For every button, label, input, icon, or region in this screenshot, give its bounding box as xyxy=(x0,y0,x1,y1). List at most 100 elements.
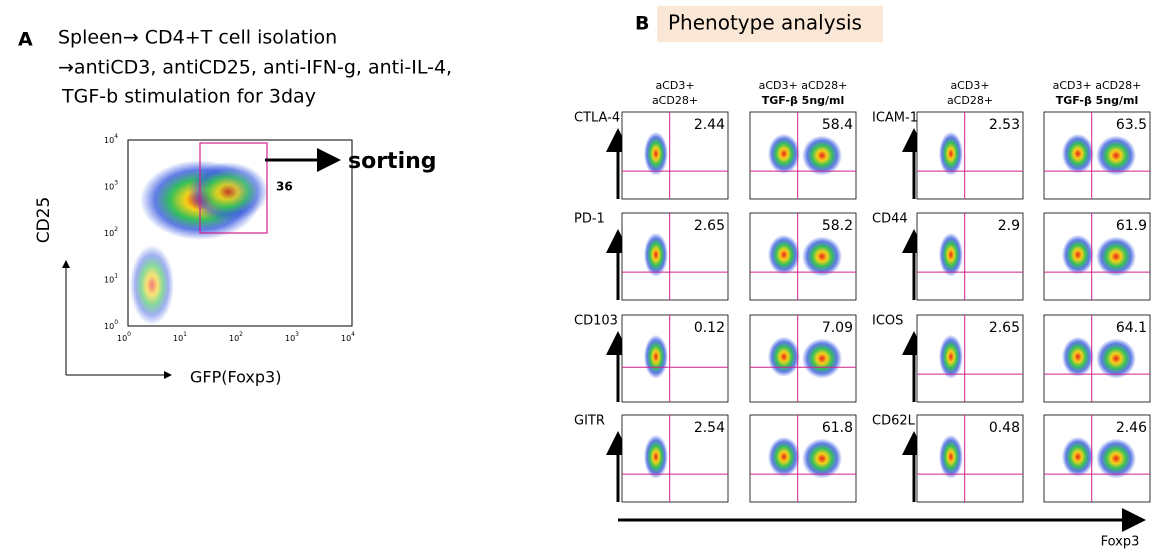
cells xyxy=(1096,135,1137,176)
percentage: 2.46 xyxy=(1116,420,1147,436)
plot-frame xyxy=(621,314,729,403)
column-header: aCD3+ xyxy=(655,79,694,92)
marker-name: CD103 xyxy=(574,314,618,329)
percentage: 2.44 xyxy=(694,117,725,133)
marker-name: ICAM-1 xyxy=(872,111,918,126)
percentage: 0.12 xyxy=(694,320,725,336)
percentage: 0.48 xyxy=(989,420,1020,436)
percentage: 2.65 xyxy=(694,218,725,234)
percentage: 2.53 xyxy=(989,117,1020,133)
column-header: aCD28+ xyxy=(652,94,698,107)
cells xyxy=(938,434,963,479)
percentage: 58.4 xyxy=(822,117,853,133)
tick-base: 10 xyxy=(285,334,295,343)
y-tick-label: 100 xyxy=(104,319,118,331)
marker-name: ICOS xyxy=(872,314,903,329)
cells xyxy=(643,131,668,176)
tick-exponent: 0 xyxy=(114,319,118,326)
tick-exponent: 1 xyxy=(183,331,187,338)
plot-frame xyxy=(916,314,1024,403)
gate-value: 36 xyxy=(276,180,293,194)
cells xyxy=(1061,133,1094,174)
cells xyxy=(1061,336,1094,377)
cells xyxy=(767,436,800,477)
tick-exponent: 4 xyxy=(351,331,355,338)
marker-name: CTLA-4 xyxy=(574,111,620,126)
marker-name: PD-1 xyxy=(574,212,605,227)
y-tick-label: 103 xyxy=(104,179,118,191)
x-tick-label: 103 xyxy=(285,331,299,343)
tick-base: 10 xyxy=(104,275,114,284)
x-tick-label: 101 xyxy=(173,331,187,343)
column-header: aCD28+ xyxy=(947,94,993,107)
cells xyxy=(767,336,800,377)
column-header: TGF-β 5ng/ml xyxy=(762,94,845,107)
tick-base: 10 xyxy=(104,182,114,191)
action: sorting xyxy=(348,149,437,174)
cells xyxy=(130,245,174,325)
cells xyxy=(938,232,963,277)
cells xyxy=(802,438,843,479)
x-label: GFP(Foxp3) xyxy=(190,368,281,387)
tick-base: 10 xyxy=(104,136,114,145)
percentage: 7.09 xyxy=(822,320,853,336)
marker-name: CD44 xyxy=(872,212,908,227)
tick-exponent: 1 xyxy=(114,272,118,279)
y-tick-label: 104 xyxy=(104,133,118,145)
panel-letter: A xyxy=(18,29,33,51)
cells xyxy=(1061,436,1094,477)
cells xyxy=(1061,234,1094,275)
description: TGF-b stimulation for 3day xyxy=(61,86,316,108)
tick-base: 10 xyxy=(173,334,183,343)
percentage: 2.65 xyxy=(989,320,1020,336)
plot-frame xyxy=(127,139,353,327)
cells xyxy=(938,131,963,176)
y-tick-label: 102 xyxy=(104,226,118,238)
tick-base: 10 xyxy=(341,334,351,343)
percentage: 2.9 xyxy=(998,218,1020,234)
cells xyxy=(802,135,843,176)
y-label: CD25 xyxy=(34,197,54,244)
cells xyxy=(643,434,668,479)
marker-name: CD62L xyxy=(872,414,916,429)
percentage: 61.9 xyxy=(1116,218,1147,234)
title: Phenotype analysis xyxy=(668,11,862,35)
tick-exponent: 3 xyxy=(295,331,299,338)
x-tick-label: 100 xyxy=(117,331,131,343)
plot-frame xyxy=(621,212,729,301)
percentage: 63.5 xyxy=(1116,117,1147,133)
tick-exponent: 2 xyxy=(114,226,118,233)
plot-frame xyxy=(916,414,1024,503)
percentage: 2.54 xyxy=(694,420,725,436)
panel-letter: B xyxy=(635,13,649,35)
cells xyxy=(767,133,800,174)
tick-base: 10 xyxy=(117,334,127,343)
cells xyxy=(188,162,268,222)
cells xyxy=(767,234,800,275)
percentage: 61.8 xyxy=(822,420,853,436)
tick-base: 10 xyxy=(104,322,114,331)
cells xyxy=(643,334,668,379)
cells xyxy=(1096,338,1137,379)
column-header: aCD3+ aCD28+ xyxy=(759,79,848,92)
description: →antiCD3, antiCD25, anti-IFN-g, anti-IL-… xyxy=(58,57,452,79)
x-tick-label: 102 xyxy=(229,331,243,343)
column-header: aCD3+ aCD28+ xyxy=(1053,79,1142,92)
tick-exponent: 0 xyxy=(127,331,131,338)
percentage: 58.2 xyxy=(822,218,853,234)
cells xyxy=(938,334,963,379)
x-tick-label: 104 xyxy=(341,331,355,343)
tick-exponent: 4 xyxy=(114,133,118,140)
column-header: TGF-β 5ng/ml xyxy=(1056,94,1139,107)
plot-frame xyxy=(621,414,729,503)
title-box xyxy=(657,6,883,42)
cells xyxy=(1096,438,1137,479)
x-label: Foxp3 xyxy=(1101,535,1140,550)
cells xyxy=(802,338,843,379)
y-tick-label: 101 xyxy=(104,272,118,284)
cells xyxy=(1096,236,1137,277)
tick-base: 10 xyxy=(229,334,239,343)
percentage: 64.1 xyxy=(1116,320,1147,336)
tick-exponent: 2 xyxy=(239,331,243,338)
